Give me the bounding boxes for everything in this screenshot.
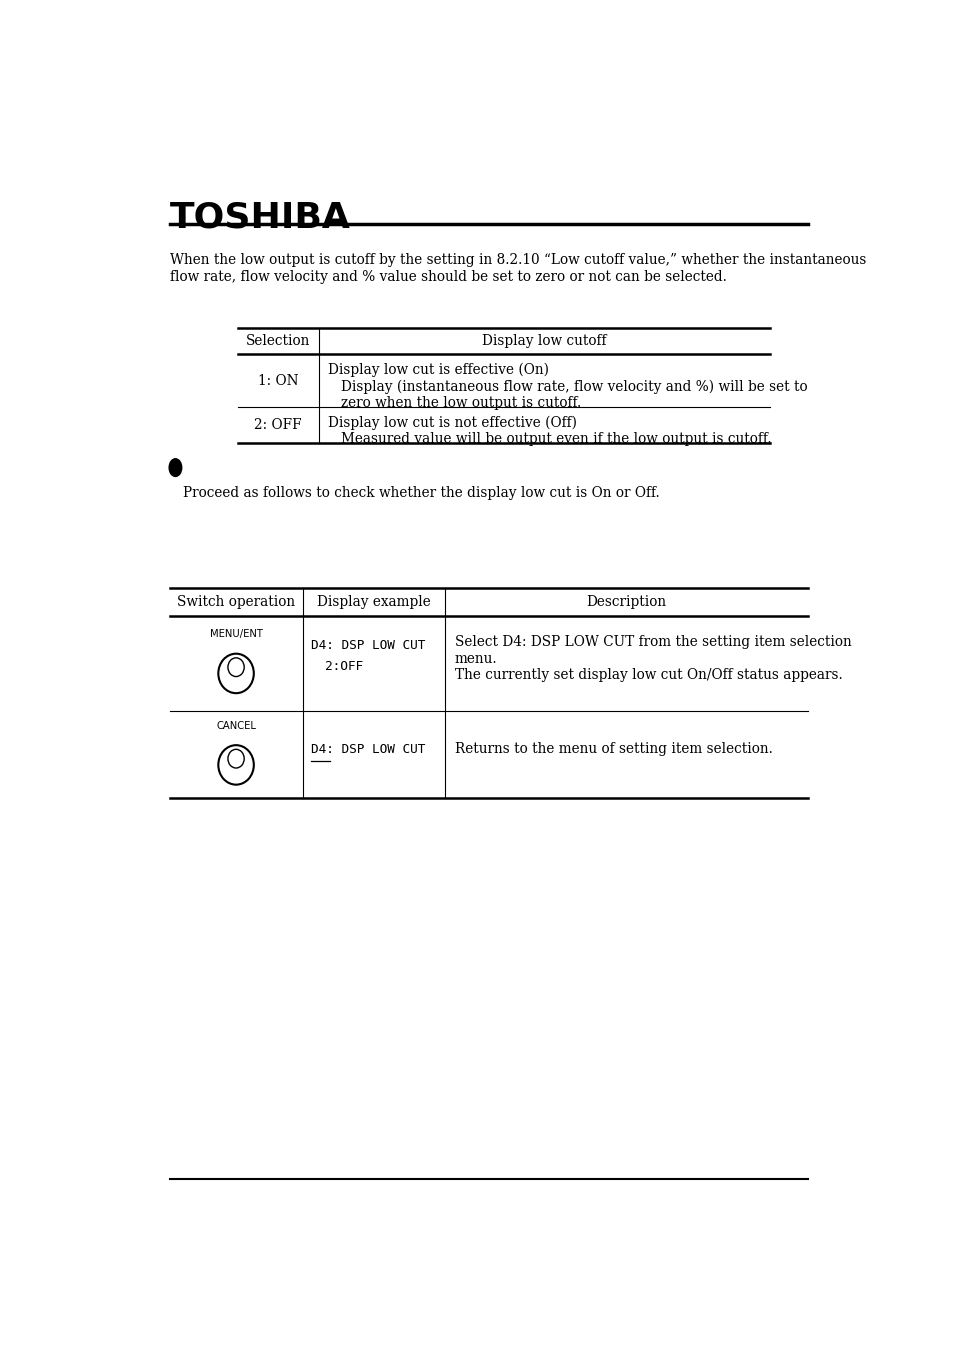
Text: Display low cut is effective (On): Display low cut is effective (On) xyxy=(328,363,548,377)
Text: Switch operation: Switch operation xyxy=(177,595,294,609)
Text: Display low cut is not effective (Off): Display low cut is not effective (Off) xyxy=(328,416,577,431)
Text: D4: DSP LOW CUT: D4: DSP LOW CUT xyxy=(311,743,425,756)
Text: Display low cutoff: Display low cutoff xyxy=(481,335,606,348)
Text: 1: ON: 1: ON xyxy=(257,374,298,387)
Text: Display (instantaneous flow rate, flow velocity and %) will be set to: Display (instantaneous flow rate, flow v… xyxy=(341,379,807,394)
Text: MENU/ENT: MENU/ENT xyxy=(210,629,262,639)
Text: Selection: Selection xyxy=(246,335,310,348)
Text: Select D4: DSP LOW CUT from the setting item selection: Select D4: DSP LOW CUT from the setting … xyxy=(455,634,851,649)
Text: 2: OFF: 2: OFF xyxy=(254,418,302,432)
Text: zero when the low output is cutoff.: zero when the low output is cutoff. xyxy=(341,396,580,410)
Circle shape xyxy=(169,459,181,477)
Text: TOSHIBA: TOSHIBA xyxy=(170,200,350,235)
Text: Display example: Display example xyxy=(316,595,430,609)
Text: The currently set display low cut On/Off status appears.: The currently set display low cut On/Off… xyxy=(455,668,841,682)
Text: flow rate, flow velocity and % value should be set to zero or not can be selecte: flow rate, flow velocity and % value sho… xyxy=(170,270,725,284)
Text: menu.: menu. xyxy=(455,652,497,666)
Text: Returns to the menu of setting item selection.: Returns to the menu of setting item sele… xyxy=(455,743,772,756)
Text: Measured value will be output even if the low output is cutoff.: Measured value will be output even if th… xyxy=(341,432,771,447)
Text: When the low output is cutoff by the setting in 8.2.10 “Low cutoff value,” wheth: When the low output is cutoff by the set… xyxy=(170,254,865,267)
Text: D4: DSP LOW CUT: D4: DSP LOW CUT xyxy=(311,639,425,652)
Text: Description: Description xyxy=(586,595,666,609)
Text: CANCEL: CANCEL xyxy=(216,721,255,732)
Text: Proceed as follows to check whether the display low cut is On or Off.: Proceed as follows to check whether the … xyxy=(183,486,659,501)
Text: 2:OFF: 2:OFF xyxy=(324,660,362,672)
